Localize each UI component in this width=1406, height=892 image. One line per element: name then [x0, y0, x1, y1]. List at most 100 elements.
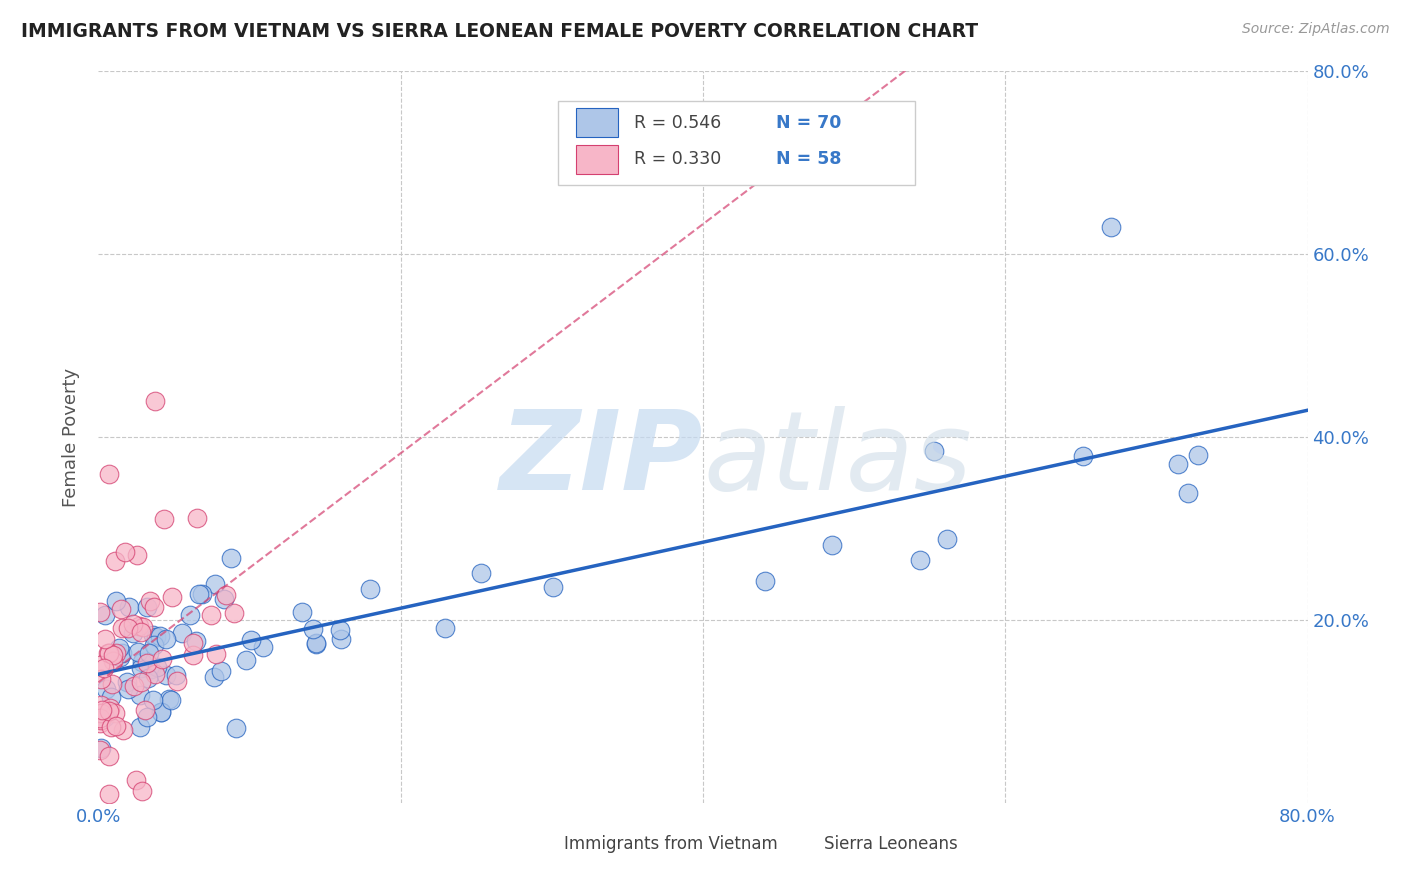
Y-axis label: Female Poverty: Female Poverty	[62, 368, 80, 507]
Point	[135, 600, 157, 615]
Point	[202, 670, 225, 684]
Point	[139, 593, 162, 607]
Point	[117, 681, 139, 696]
Point	[138, 646, 160, 660]
Point	[110, 602, 132, 616]
Point	[160, 591, 183, 605]
Point	[209, 665, 232, 679]
Point	[935, 532, 957, 546]
Point	[101, 654, 124, 668]
Point	[103, 648, 125, 662]
Point	[754, 574, 776, 588]
Point	[105, 646, 128, 660]
Point	[93, 661, 115, 675]
Point	[153, 512, 176, 526]
FancyBboxPatch shape	[522, 833, 555, 856]
Point	[103, 706, 125, 720]
Point	[131, 656, 153, 670]
Point	[122, 680, 145, 694]
Point	[1099, 219, 1122, 234]
Point	[143, 638, 166, 652]
Point	[105, 594, 128, 608]
Point	[117, 621, 139, 635]
Point	[93, 632, 115, 647]
Point	[90, 740, 112, 755]
Point	[1177, 486, 1199, 500]
Text: Immigrants from Vietnam: Immigrants from Vietnam	[564, 836, 778, 854]
Point	[105, 719, 128, 733]
Point	[146, 660, 169, 674]
Point	[143, 393, 166, 408]
Point	[470, 566, 492, 581]
Point	[145, 630, 167, 644]
Point	[98, 748, 121, 763]
Point	[131, 674, 153, 689]
Point	[94, 681, 117, 696]
Point	[94, 710, 117, 724]
Point	[170, 625, 193, 640]
Point	[108, 641, 131, 656]
Point	[155, 668, 177, 682]
Point	[224, 607, 246, 621]
Point	[150, 706, 173, 720]
Point	[129, 660, 152, 674]
Point	[155, 632, 177, 647]
Point	[89, 658, 111, 673]
Point	[235, 652, 257, 666]
FancyBboxPatch shape	[558, 101, 915, 185]
Point	[149, 629, 172, 643]
Point	[127, 645, 149, 659]
Point	[132, 620, 155, 634]
Point	[330, 632, 353, 646]
Point	[91, 703, 114, 717]
Point	[143, 667, 166, 681]
Point	[541, 580, 564, 594]
Point	[115, 675, 138, 690]
Point	[112, 723, 135, 738]
Point	[215, 588, 238, 602]
FancyBboxPatch shape	[782, 833, 815, 856]
Point	[291, 605, 314, 619]
Point	[225, 722, 247, 736]
Point	[90, 713, 112, 727]
Point	[131, 625, 153, 640]
Point	[100, 720, 122, 734]
Point	[134, 703, 156, 717]
Point	[157, 691, 180, 706]
Point	[131, 784, 153, 798]
Point	[128, 688, 150, 702]
Point	[205, 647, 228, 661]
Point	[150, 652, 173, 666]
Point	[186, 510, 208, 524]
Point	[204, 576, 226, 591]
Point	[165, 668, 187, 682]
Point	[104, 554, 127, 568]
Point	[118, 600, 141, 615]
Point	[181, 648, 204, 662]
FancyBboxPatch shape	[576, 108, 619, 137]
Point	[98, 701, 121, 715]
Point	[200, 607, 222, 622]
Point	[187, 587, 209, 601]
Point	[252, 640, 274, 655]
Point	[136, 671, 159, 685]
Point	[143, 599, 166, 614]
Point	[181, 636, 204, 650]
Point	[214, 591, 236, 606]
Text: Sierra Leoneans: Sierra Leoneans	[824, 836, 957, 854]
FancyBboxPatch shape	[576, 145, 619, 174]
Point	[159, 692, 181, 706]
Point	[97, 646, 120, 660]
Point	[305, 637, 328, 651]
Text: R = 0.546: R = 0.546	[634, 113, 721, 131]
Point	[922, 444, 945, 458]
Point	[239, 632, 262, 647]
Point	[910, 553, 932, 567]
Point	[100, 690, 122, 704]
Point	[128, 619, 150, 633]
Point	[90, 698, 112, 713]
Point	[433, 621, 456, 635]
Point	[219, 550, 242, 565]
Point	[135, 656, 157, 670]
Point	[142, 693, 165, 707]
